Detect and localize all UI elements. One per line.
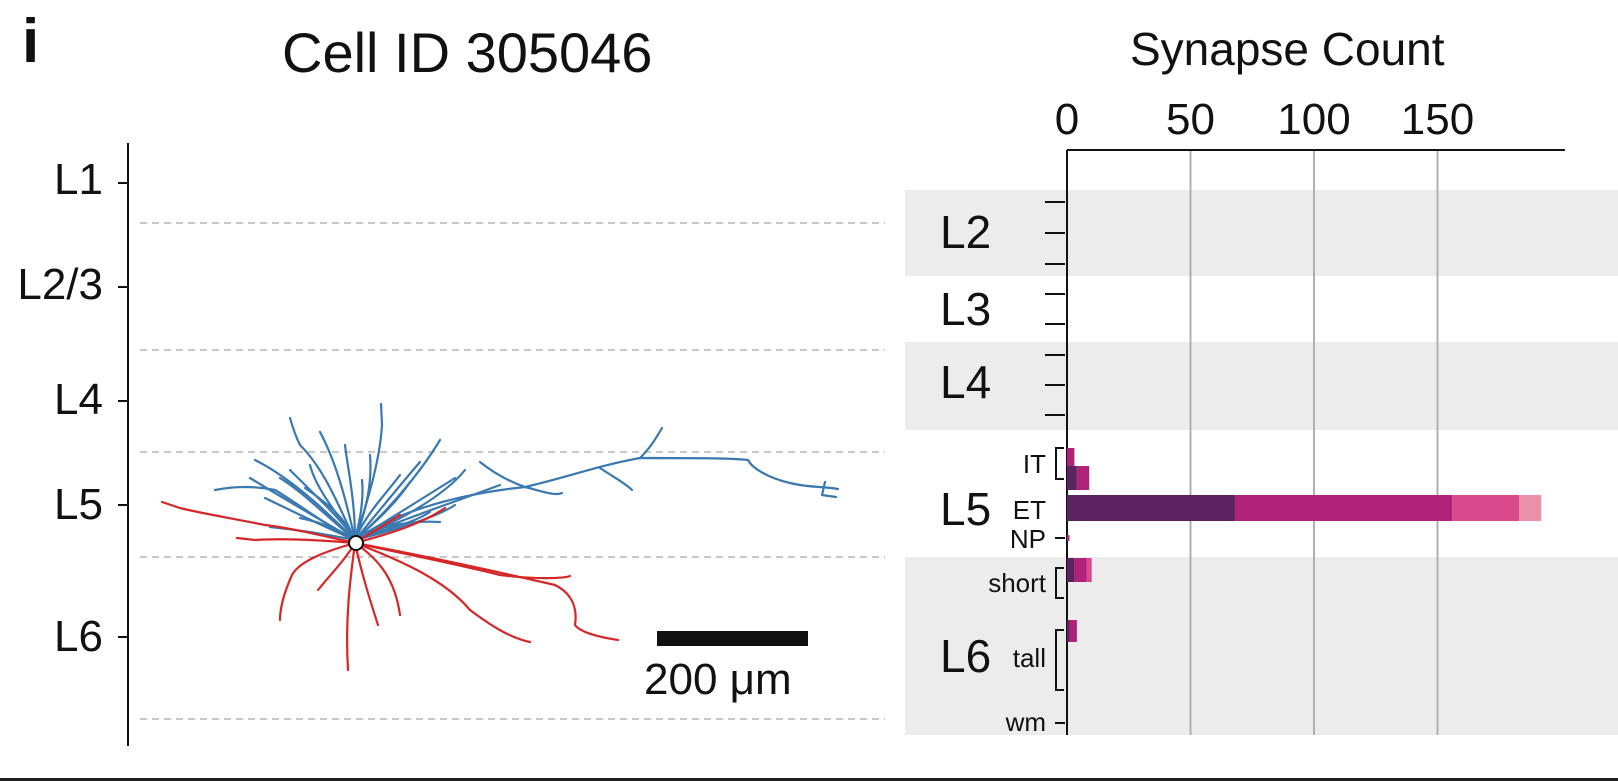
bar-segment xyxy=(1067,448,1075,470)
x-tick-label: 50 xyxy=(1166,95,1215,144)
bar-segment xyxy=(1074,558,1087,582)
panel-letter: i xyxy=(22,7,40,76)
dendrite-arbor xyxy=(160,500,620,672)
layer-label-l6: L6 xyxy=(54,612,103,661)
bracket-short xyxy=(1055,567,1064,599)
subtype-label-np: NP xyxy=(1010,524,1046,554)
layer-shading xyxy=(905,342,1618,430)
row-ticks xyxy=(1045,201,1065,724)
subtype-label-short: short xyxy=(988,568,1047,598)
x-tick-label: 150 xyxy=(1401,95,1474,144)
group-label-l6: L6 xyxy=(940,630,991,682)
group-label-l5: L5 xyxy=(940,483,991,535)
bar-segment xyxy=(1067,466,1077,490)
layer-label-l4: L4 xyxy=(54,375,103,424)
subtype-labels: IT ET NP short tall wm xyxy=(988,449,1047,737)
bars xyxy=(1067,448,1542,642)
group-label-l3: L3 xyxy=(940,283,991,335)
bar-segment xyxy=(1452,495,1520,521)
subtype-label-wm: wm xyxy=(1005,707,1046,737)
x-tick-label: 100 xyxy=(1277,95,1350,144)
bar-segment xyxy=(1067,495,1235,521)
group-brackets xyxy=(1055,447,1064,691)
subtype-label-et: ET xyxy=(1013,495,1046,525)
group-label-l4: L4 xyxy=(940,356,991,408)
subtype-label-it: IT xyxy=(1023,449,1046,479)
layer-label-l1: L1 xyxy=(54,155,103,204)
group-label-l2: L2 xyxy=(940,206,991,258)
layer-group-labels: L2 L3 L4 L5 L6 xyxy=(940,206,991,682)
bar-segment xyxy=(1519,495,1542,521)
morphology-panel xyxy=(118,143,885,746)
layer-label-l5: L5 xyxy=(54,480,103,529)
scale-bar xyxy=(657,631,808,646)
layer-shading xyxy=(905,557,1618,735)
x-axis-title: Synapse Count xyxy=(1130,23,1445,75)
soma-marker xyxy=(348,535,364,551)
bar-segment xyxy=(1069,620,1077,642)
x-ticks: 0 50 100 150 xyxy=(1055,95,1474,144)
bracket-tall xyxy=(1055,629,1064,691)
layer-shading xyxy=(905,190,1618,276)
layer-boundaries xyxy=(140,222,885,720)
bracket-it xyxy=(1055,447,1064,480)
cell-title: Cell ID 305046 xyxy=(282,21,653,84)
bar-segment xyxy=(1067,558,1075,582)
bar-segment xyxy=(1067,535,1070,541)
bar-segment xyxy=(1086,558,1092,582)
bar-segment xyxy=(1234,495,1453,521)
bottom-rule xyxy=(0,778,1618,781)
bar-segment xyxy=(1076,466,1090,490)
x-tick-label: 0 xyxy=(1055,95,1079,144)
grid-lines xyxy=(1189,150,1439,735)
bar-segment xyxy=(1067,620,1070,642)
layer-label-l23: L2/3 xyxy=(17,260,103,309)
subtype-label-tall: tall xyxy=(1013,643,1046,673)
scale-bar-label: 200 μm xyxy=(644,655,792,704)
